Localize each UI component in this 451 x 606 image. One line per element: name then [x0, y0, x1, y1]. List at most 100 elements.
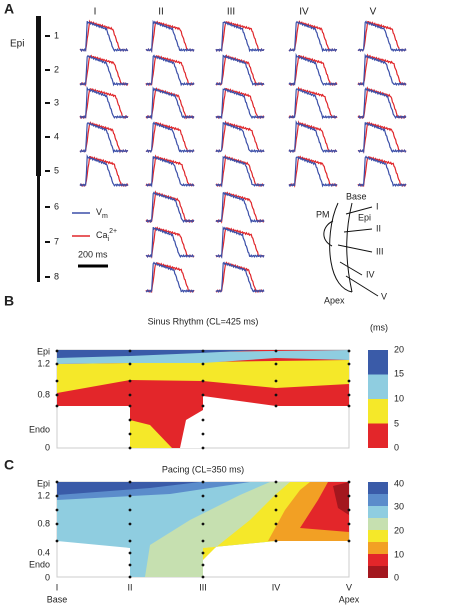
vm-trace: [79, 153, 129, 188]
sample-dot: [128, 575, 132, 579]
sample-dot: [55, 349, 59, 353]
diagram-label: PM: [316, 209, 330, 219]
vm-trace: [145, 156, 195, 188]
sample-dot: [274, 522, 278, 526]
diagram-label: Base: [346, 191, 367, 201]
y-label: 0.4: [37, 547, 50, 557]
vm-trace: [145, 86, 195, 121]
sample-dot: [201, 539, 205, 543]
column-label: V: [370, 7, 377, 18]
row-label: 1: [54, 30, 59, 40]
ca-trace: [357, 21, 407, 52]
column-label: II: [158, 7, 164, 18]
vm-trace: [215, 21, 265, 53]
sample-dot: [55, 480, 59, 484]
colorbar-label: 0: [394, 572, 399, 582]
sample-dot: [347, 539, 351, 543]
depth-bar: [37, 176, 40, 282]
sample-dot: [128, 539, 132, 543]
sample-dot: [128, 551, 132, 555]
sample-dot: [274, 480, 278, 484]
sample-dot: [201, 563, 205, 567]
y-label: 0.8: [37, 389, 50, 399]
diagram-site: I: [376, 201, 379, 211]
vm-trace: [288, 20, 338, 53]
colorbar-label: 20: [394, 344, 404, 354]
y-label: Endo: [29, 559, 50, 569]
sample-dot: [347, 362, 351, 366]
sample-dot: [55, 508, 59, 512]
row-label: 2: [54, 64, 59, 74]
depth-bar: [36, 16, 41, 176]
x-label: II: [127, 582, 132, 592]
heart-diagram: [323, 202, 379, 297]
diagram-label: Apex: [324, 295, 345, 305]
sample-dot: [201, 508, 205, 512]
sample-dot: [128, 563, 132, 567]
ca-trace: [288, 55, 338, 86]
sample-dot: [128, 404, 132, 408]
sample-dot: [201, 551, 205, 555]
sample-dot: [201, 379, 205, 383]
sample-dot: [274, 494, 278, 498]
sample-dot: [128, 494, 132, 498]
ca-trace: [215, 20, 265, 52]
vm-trace: [79, 85, 129, 119]
row-label: 6: [54, 201, 59, 211]
vm-trace: [357, 155, 407, 188]
colorbar-label: 0: [394, 442, 399, 452]
vm-trace: [79, 20, 129, 52]
sample-dot: [347, 404, 351, 408]
diagram-site: III: [376, 246, 384, 256]
contour-map: [57, 350, 349, 448]
vm-trace: [215, 226, 265, 259]
sample-dot: [274, 349, 278, 353]
sample-dot: [347, 508, 351, 512]
vm-trace: [215, 122, 265, 153]
row-label: 8: [54, 271, 59, 281]
colorbar-unit: (ms): [370, 322, 388, 332]
ca-trace: [288, 86, 338, 119]
sample-dot: [274, 393, 278, 397]
y-label: Epi: [37, 346, 50, 356]
x-end-label: Apex: [339, 594, 360, 604]
ca-trace: [145, 54, 195, 86]
colorbar: [368, 350, 388, 448]
ca-trace: [215, 54, 265, 87]
column-label: IV: [299, 7, 309, 18]
sample-dot: [201, 349, 205, 353]
sample-dot: [347, 349, 351, 353]
vm-trace: [215, 54, 265, 86]
sample-dot: [55, 362, 59, 366]
sample-dot: [201, 362, 205, 366]
sample-dot: [347, 393, 351, 397]
vm-trace: [145, 226, 195, 259]
map-title: Pacing (CL=350 ms): [162, 464, 244, 474]
vm-trace: [79, 54, 129, 87]
y-label: Epi: [37, 478, 50, 488]
sample-dot: [347, 522, 351, 526]
sample-dot: [347, 480, 351, 484]
sample-dot: [274, 362, 278, 366]
ca-trace: [357, 121, 407, 154]
row-label: 5: [54, 165, 59, 175]
x-end-label: Base: [47, 594, 68, 604]
sample-dot: [128, 480, 132, 484]
column-label: I: [94, 7, 97, 18]
ca-trace: [145, 154, 195, 187]
sample-dot: [201, 393, 205, 397]
vm-trace: [145, 121, 195, 154]
colorbar-label: 40: [394, 478, 404, 488]
y-label: 0: [45, 442, 50, 452]
ca-trace: [288, 155, 338, 188]
map-title: Sinus Rhythm (CL=425 ms): [148, 316, 259, 326]
sample-dot: [201, 404, 205, 408]
diagram-label: Epi: [358, 212, 371, 222]
sample-dot: [274, 539, 278, 543]
sample-dot: [201, 432, 205, 436]
sample-dot: [274, 379, 278, 383]
x-label: III: [199, 582, 207, 592]
sample-dot: [347, 494, 351, 498]
sample-dot: [128, 349, 132, 353]
